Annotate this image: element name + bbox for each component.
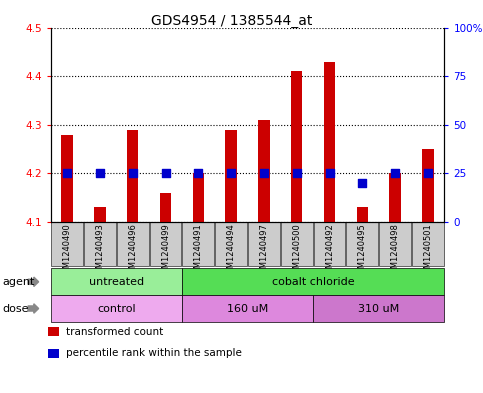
Text: control: control: [97, 303, 136, 314]
Point: [195, 170, 202, 176]
Bar: [226, 130, 237, 222]
Point: [63, 170, 71, 176]
Point: [96, 170, 104, 176]
Point: [326, 170, 333, 176]
Bar: [160, 193, 171, 222]
Text: 310 uM: 310 uM: [358, 303, 399, 314]
Point: [358, 180, 366, 186]
Bar: [193, 173, 204, 222]
Text: cobalt chloride: cobalt chloride: [272, 277, 355, 287]
Bar: [324, 62, 335, 222]
Point: [227, 170, 235, 176]
Point: [391, 170, 399, 176]
Point: [129, 170, 137, 176]
Bar: [389, 173, 401, 222]
Bar: [61, 134, 73, 222]
Text: agent: agent: [2, 277, 35, 287]
Text: percentile rank within the sample: percentile rank within the sample: [66, 348, 242, 358]
Text: untreated: untreated: [89, 277, 144, 287]
Bar: [258, 120, 270, 222]
Text: GDS4954 / 1385544_at: GDS4954 / 1385544_at: [151, 14, 313, 28]
Point: [293, 170, 300, 176]
Text: 160 uM: 160 uM: [227, 303, 268, 314]
Text: dose: dose: [2, 303, 29, 314]
Bar: [94, 208, 106, 222]
Point: [162, 170, 170, 176]
Point: [260, 170, 268, 176]
Point: [424, 170, 432, 176]
Bar: [356, 208, 368, 222]
Bar: [127, 130, 139, 222]
Text: transformed count: transformed count: [66, 327, 163, 337]
Bar: [291, 71, 302, 222]
Bar: [422, 149, 434, 222]
